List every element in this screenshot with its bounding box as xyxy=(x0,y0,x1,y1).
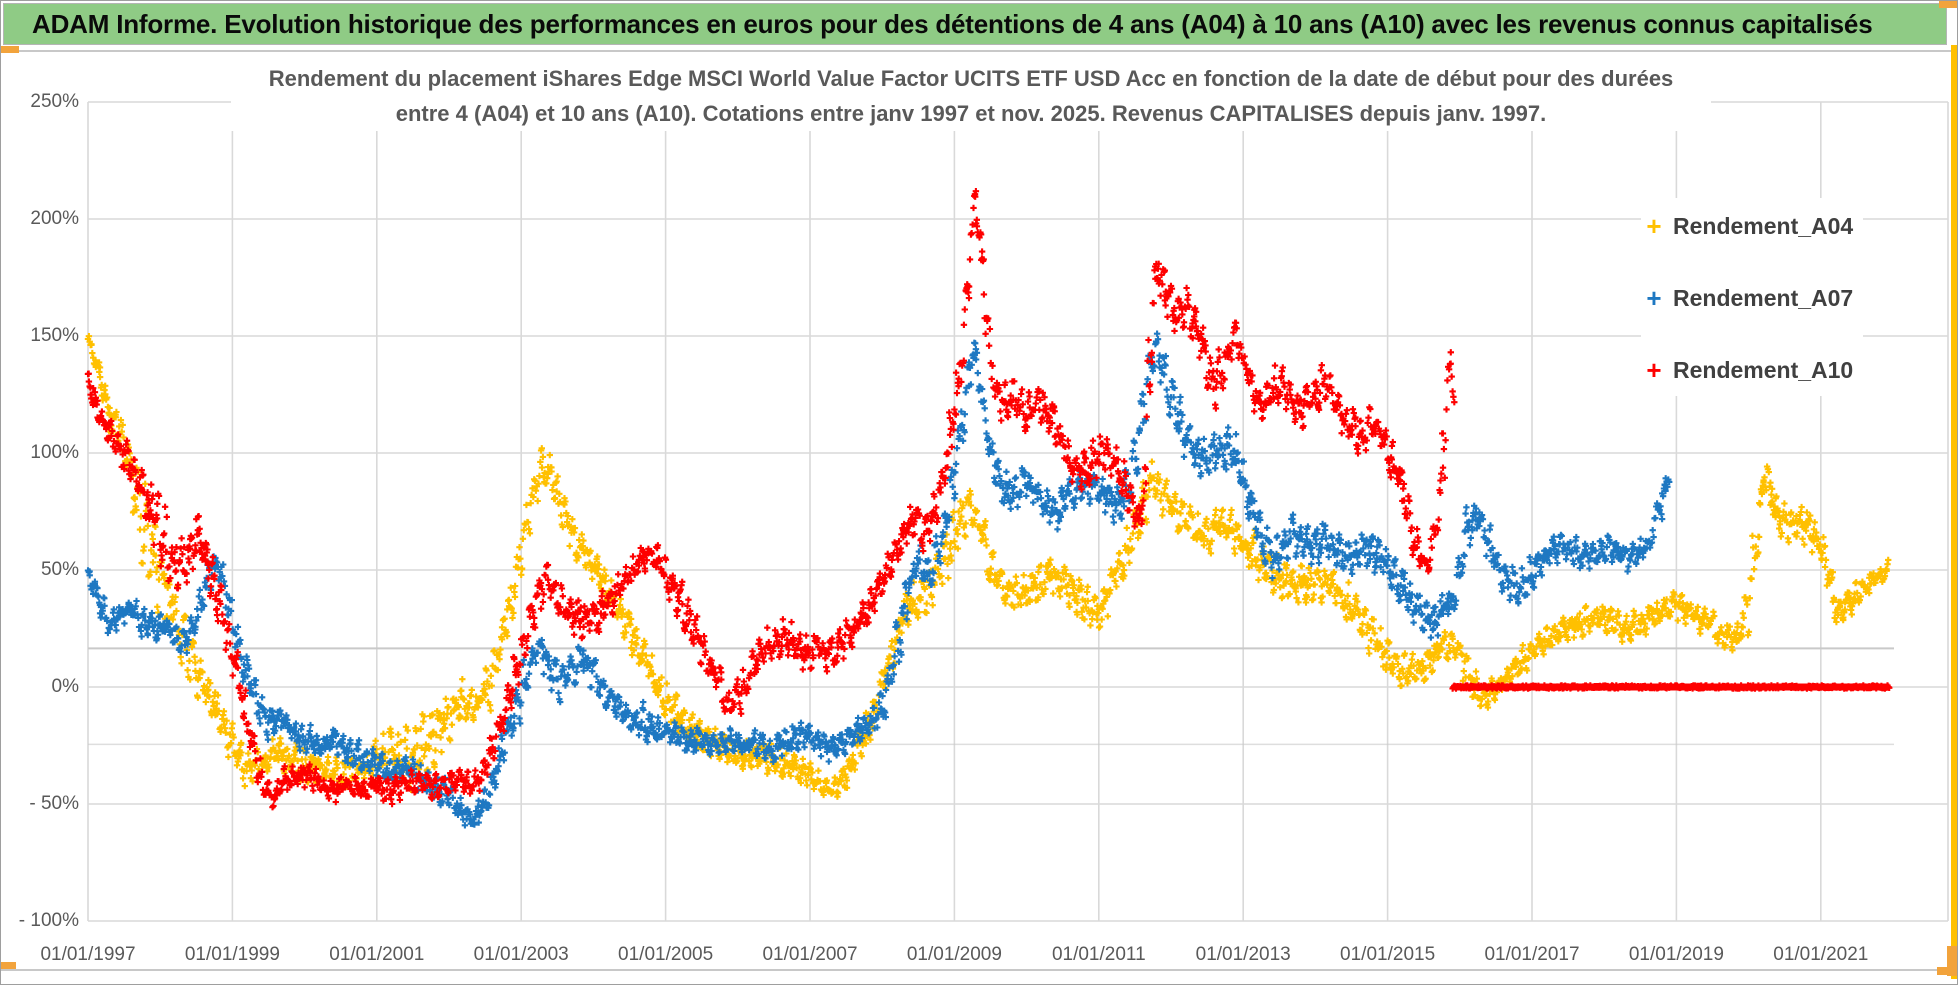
x-axis-label: 01/01/2003 xyxy=(473,944,569,965)
accent-dash-top-left xyxy=(1,46,19,53)
bottom-rule xyxy=(1,969,1957,971)
y-axis-label: 100% xyxy=(30,442,79,463)
x-axis-label: 01/01/2015 xyxy=(1340,944,1436,965)
chart-title-line2: entre 4 (A04) et 10 ans (A10). Cotations… xyxy=(395,101,1547,126)
y-axis-label: - 100% xyxy=(18,910,79,931)
series-rendement_a04-points xyxy=(84,333,1892,800)
x-axis-label: 01/01/2013 xyxy=(1195,944,1291,965)
chart-title-line1: Rendement du placement iShares Edge MSCI… xyxy=(268,66,1674,91)
plus-marker-icon: + xyxy=(1646,211,1662,241)
x-axis-label: 01/01/2009 xyxy=(906,944,1002,965)
accent-corner-bottom-right xyxy=(1947,946,1957,976)
series-zero-segment-points xyxy=(1449,682,1893,692)
legend-label: Rendement_A10 xyxy=(1673,356,1854,383)
x-axis-label: 01/01/2007 xyxy=(762,944,858,965)
legend-item-a07[interactable]: + Rendement_A07 xyxy=(1641,278,1863,318)
x-axis-label: 01/01/2001 xyxy=(329,944,425,965)
plus-marker-icon: + xyxy=(1646,283,1662,313)
series-rendement_a10-points xyxy=(84,188,1458,811)
x-axis-label: 01/01/2017 xyxy=(1484,944,1580,965)
legend: + Rendement_A04 + Rendement_A07 + Rendem… xyxy=(1641,198,1863,396)
y-axis-label: 200% xyxy=(30,208,79,229)
chart-title: Rendement du placement iShares Edge MSCI… xyxy=(231,61,1711,131)
accent-dash-bottom-left xyxy=(1,962,16,970)
x-axis-label: 01/01/1999 xyxy=(184,944,280,965)
legend-label: Rendement_A04 xyxy=(1673,212,1854,239)
legend-label: Rendement_A07 xyxy=(1673,284,1854,311)
x-axis-label: 01/01/2019 xyxy=(1628,944,1724,965)
legend-item-a04[interactable]: + Rendement_A04 xyxy=(1641,206,1863,246)
header-title: ADAM Informe. Evolution historique des p… xyxy=(32,8,1873,39)
x-axis-label: 01/01/2021 xyxy=(1773,944,1869,965)
chart-region: Rendement du placement iShares Edge MSCI… xyxy=(1,53,1957,973)
y-axis-label: 250% xyxy=(30,91,79,112)
y-axis-label: - 50% xyxy=(29,793,79,814)
accent-dash-top-right xyxy=(1939,1,1957,8)
plus-marker-icon: + xyxy=(1646,355,1662,385)
y-axis-label: 150% xyxy=(30,325,79,346)
y-axis-label: 0% xyxy=(51,676,79,697)
y-axis-label: 50% xyxy=(40,559,79,580)
x-axis-label: 01/01/2005 xyxy=(618,944,714,965)
x-axis-label: 01/01/1997 xyxy=(40,944,136,965)
accent-strip-right xyxy=(1951,45,1957,979)
x-axis-label: 01/01/2011 xyxy=(1051,944,1146,965)
header-banner: ADAM Informe. Evolution historique des p… xyxy=(3,3,1947,45)
top-rule xyxy=(19,50,1951,52)
legend-item-a10[interactable]: + Rendement_A10 xyxy=(1641,350,1863,390)
